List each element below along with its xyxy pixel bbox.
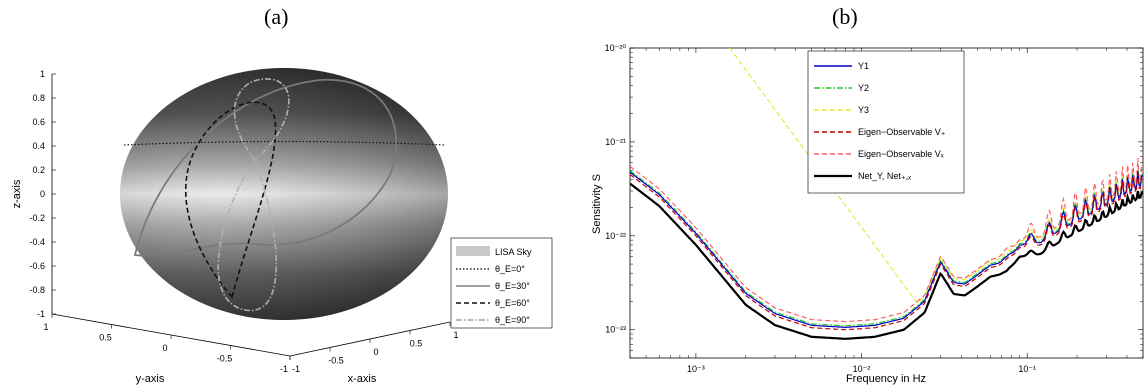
legend-a-label: LISA Sky bbox=[495, 247, 532, 257]
legend-b-box bbox=[807, 50, 965, 194]
z-tick-label: -0.8 bbox=[29, 285, 45, 295]
curve-theta-90 bbox=[217, 78, 290, 312]
z-tick-label: 1 bbox=[40, 69, 45, 79]
sphere-shading bbox=[120, 68, 448, 320]
legend-b-label: Y1 bbox=[858, 61, 869, 71]
legend-a-label: θ_E=60° bbox=[495, 298, 530, 308]
legend-b-label: Eigen−Observable V₊ bbox=[858, 127, 946, 137]
series-line bbox=[630, 173, 1143, 331]
plot-b-ticks: 10⁻³ 10⁻² 10⁻¹ 10⁻²⁰ 10⁻²¹ 10⁻²² 10⁻²³ bbox=[605, 43, 1144, 374]
x-tick-label-b: 10⁻¹ bbox=[1018, 364, 1036, 374]
sphere-plot: 1 0.8 0.6 0.4 0.2 0 -0.2 -0.4 -0.6 -0.8 -1 1 0.5 0 -0… bbox=[11, 68, 553, 385]
y-tick-label-b: 10⁻²² bbox=[605, 231, 626, 241]
y-axis-label-b: Sensitivity S bbox=[591, 174, 603, 234]
x-tick-labels: -1 -0.5 0 0.5 1 bbox=[289, 322, 459, 374]
y-tick-label: -1 bbox=[280, 364, 288, 374]
y-tick-label: 0 bbox=[162, 343, 167, 353]
panel-a-title: (a) bbox=[264, 4, 289, 29]
y-tick-label-b: 10⁻²¹ bbox=[605, 137, 626, 147]
legend-b-label: Y3 bbox=[858, 105, 869, 115]
y-tick-label-b: 10⁻²⁰ bbox=[605, 43, 627, 53]
legend-b-label: Y2 bbox=[858, 83, 869, 93]
z-tick-label: 0.6 bbox=[32, 117, 45, 127]
x-axis-label-b: Frequency in Hz bbox=[846, 373, 926, 385]
z-axis-label: z-axis bbox=[11, 179, 23, 208]
plot-b-series bbox=[630, 48, 1143, 340]
x-tick-label: -0.5 bbox=[328, 356, 344, 366]
series-line bbox=[630, 169, 1143, 327]
z-tick-label: 0.2 bbox=[32, 165, 45, 175]
x-tick-label: 1 bbox=[453, 330, 458, 340]
y-tick-label: -0.5 bbox=[217, 354, 233, 364]
legend-b-label: Net_Y, Net₊,ₓ bbox=[858, 171, 911, 181]
series-line bbox=[728, 48, 1143, 304]
sensitivity-plot: 10⁻³ 10⁻² 10⁻¹ 10⁻²⁰ 10⁻²¹ 10⁻²² 10⁻²³ Frequen… bbox=[591, 43, 1144, 385]
x-axis-label: x-axis bbox=[348, 373, 377, 385]
series-line bbox=[630, 182, 1143, 340]
legend-a-swatch bbox=[456, 246, 490, 256]
z-tick-label: -1 bbox=[37, 309, 45, 319]
z-tick-label: 0.8 bbox=[32, 93, 45, 103]
x-tick-label: 0.5 bbox=[410, 339, 423, 349]
y-tick-label-b: 10⁻²³ bbox=[605, 325, 626, 335]
y-axis-label: y-axis bbox=[136, 373, 165, 385]
x-tick-label-b: 10⁻² bbox=[853, 364, 871, 374]
series-line bbox=[630, 157, 1143, 323]
panel-b-title: (b) bbox=[832, 4, 858, 29]
z-tick-label: 0 bbox=[40, 189, 45, 199]
y-tick-label: 1 bbox=[43, 322, 48, 332]
z-tick-label: -0.4 bbox=[29, 237, 45, 247]
y-tick-label: 0.5 bbox=[99, 333, 112, 343]
legend-a: LISA Sky θ_E=0° θ_E=30° θ_E=60° θ_E=90° bbox=[450, 237, 553, 329]
legend-b-label: Eigen−Observable Vₓ bbox=[858, 149, 944, 159]
y-tick-labels: 1 0.5 0 -0.5 -1 bbox=[43, 314, 291, 374]
z-tick-labels: 1 0.8 0.6 0.4 0.2 0 -0.2 -0.4 -0.6 -0.8 -1 bbox=[29, 69, 56, 319]
legend-a-label: θ_E=30° bbox=[495, 281, 530, 291]
curve-theta-30 bbox=[133, 78, 398, 257]
x-tick-label: -1 bbox=[292, 364, 300, 374]
series-line bbox=[630, 171, 1143, 329]
legend-b: Y1 Y2 Y3 Eigen−Observable V₊ Eigen−Observabl… bbox=[807, 50, 965, 194]
z-tick-label: -0.6 bbox=[29, 261, 45, 271]
x-tick-label-b: 10⁻³ bbox=[687, 364, 705, 374]
legend-a-label: θ_E=0° bbox=[495, 264, 525, 274]
legend-a-label: θ_E=90° bbox=[495, 315, 530, 325]
x-tick-label: 0 bbox=[373, 347, 378, 357]
curve-theta-60 bbox=[185, 101, 277, 299]
z-tick-label: 0.4 bbox=[32, 141, 45, 151]
z-tick-label: -0.2 bbox=[29, 213, 45, 223]
